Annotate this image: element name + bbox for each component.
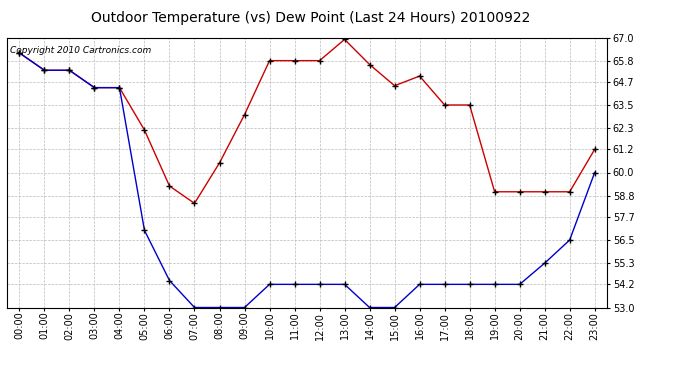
Text: Outdoor Temperature (vs) Dew Point (Last 24 Hours) 20100922: Outdoor Temperature (vs) Dew Point (Last… — [91, 11, 530, 25]
Text: Copyright 2010 Cartronics.com: Copyright 2010 Cartronics.com — [10, 46, 151, 55]
